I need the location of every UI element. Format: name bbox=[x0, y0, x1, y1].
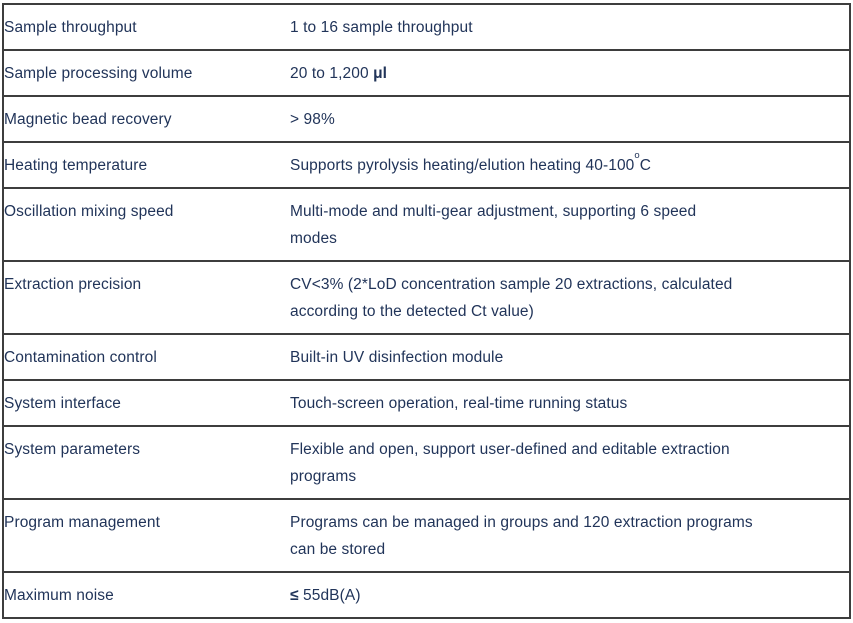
spec-value: Multi-mode and multi-gear adjustment, su… bbox=[290, 188, 850, 261]
value-text: Touch-screen operation, real-time runnin… bbox=[290, 395, 628, 412]
value-text: Multi-mode and multi-gear adjustment, su… bbox=[290, 203, 697, 247]
value-text: ≤ bbox=[290, 587, 299, 604]
spec-label: Maximum noise bbox=[4, 587, 114, 604]
spec-label: Sample processing volume bbox=[4, 65, 193, 82]
value-text: Built-in UV disinfection module bbox=[290, 349, 504, 366]
superscript-text: o bbox=[634, 150, 640, 161]
spec-label: System parameters bbox=[4, 441, 141, 458]
value-text: 20 to 1,200 bbox=[290, 65, 374, 82]
value-text: 1 to 16 sample throughput bbox=[290, 19, 473, 36]
spec-label: Oscillation mixing speed bbox=[4, 203, 174, 220]
spec-label: Extraction precision bbox=[4, 276, 142, 293]
spec-label: Magnetic bead recovery bbox=[4, 111, 172, 128]
value-text: Flexible and open, support user-defined … bbox=[290, 441, 730, 485]
spec-label: Sample throughput bbox=[4, 19, 137, 36]
value-text: C bbox=[639, 157, 652, 174]
spec-row: Sample processing volume 20 to 1,200 μl bbox=[3, 50, 850, 96]
value-text: CV<3% (2*LoD concentration sample 20 ext… bbox=[290, 276, 733, 320]
spec-row: Heating temperature Supports pyrolysis he… bbox=[3, 142, 850, 188]
spec-value: > 98% bbox=[290, 96, 850, 142]
value-text: > 98% bbox=[290, 111, 335, 128]
spec-value: Programs can be managed in groups and 12… bbox=[290, 499, 850, 572]
spec-value: Built-in UV disinfection module bbox=[290, 334, 850, 380]
spec-row: Extraction precision CV<3% (2*LoD concent… bbox=[3, 261, 850, 334]
spec-row: Program management Programs can be manage… bbox=[3, 499, 850, 572]
spec-table-body: Sample throughput 1 to 16 sample throughp… bbox=[3, 4, 850, 618]
value-text: 55dB(A) bbox=[298, 587, 361, 604]
spec-value: Flexible and open, support user-defined … bbox=[290, 426, 850, 499]
value-text: μl bbox=[373, 65, 388, 82]
value-text: Programs can be managed in groups and 12… bbox=[290, 514, 753, 558]
value-text: Supports pyrolysis heating/elution heati… bbox=[290, 157, 635, 174]
spec-row: Oscillation mixing speed Multi-mode and m… bbox=[3, 188, 850, 261]
spec-value: Supports pyrolysis heating/elution heati… bbox=[290, 142, 850, 188]
spec-row: System parameters Flexible and open, supp… bbox=[3, 426, 850, 499]
spec-table: Sample throughput 1 to 16 sample throughp… bbox=[2, 3, 851, 619]
spec-row: Magnetic bead recovery > 98% bbox=[3, 96, 850, 142]
spec-value: 1 to 16 sample throughput bbox=[290, 4, 850, 50]
spec-row: System interface Touch-screen operation, … bbox=[3, 380, 850, 426]
spec-label: System interface bbox=[4, 395, 122, 412]
spec-value: Touch-screen operation, real-time runnin… bbox=[290, 380, 850, 426]
spec-value: CV<3% (2*LoD concentration sample 20 ext… bbox=[290, 261, 850, 334]
spec-row: Contamination control Built-in UV disinfe… bbox=[3, 334, 850, 380]
spec-row: Sample throughput 1 to 16 sample throughp… bbox=[3, 4, 850, 50]
spec-label: Contamination control bbox=[4, 349, 157, 366]
spec-value: ≤ 55dB(A) bbox=[290, 572, 850, 618]
spec-label: Program management bbox=[4, 514, 161, 531]
spec-row: Maximum noise ≤ 55dB(A) bbox=[3, 572, 850, 618]
spec-label: Heating temperature bbox=[4, 157, 148, 174]
spec-value: 20 to 1,200 μl bbox=[290, 50, 850, 96]
